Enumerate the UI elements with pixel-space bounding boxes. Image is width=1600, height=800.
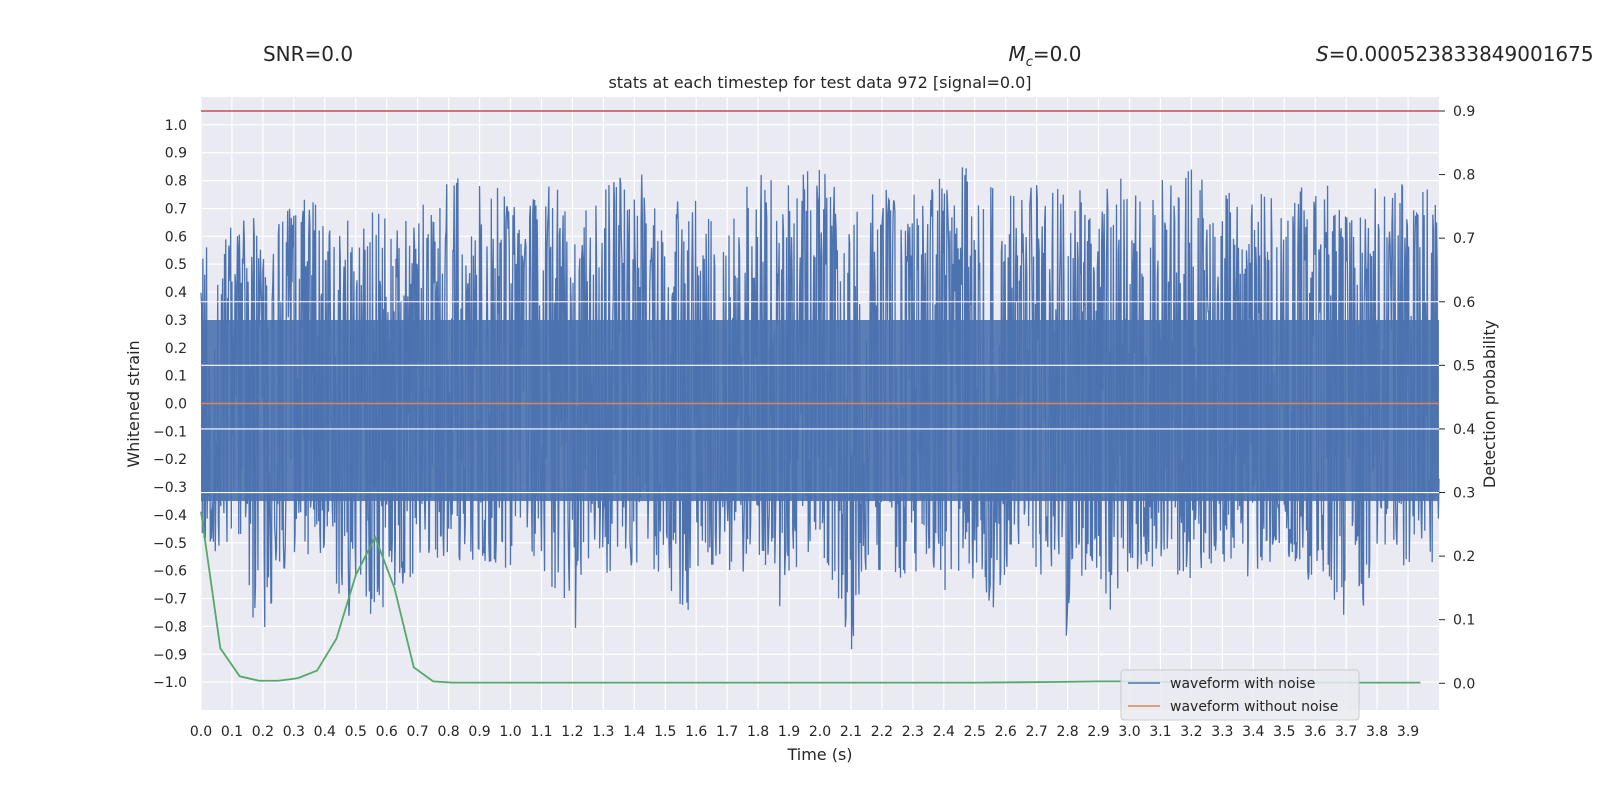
x-tick-label: 0.8	[437, 724, 459, 740]
y-left-tick-label: −0.2	[153, 452, 187, 468]
x-tick-label: 1.8	[747, 724, 769, 740]
x-tick-label: 2.5	[964, 724, 986, 740]
x-tick-label: 1.2	[561, 724, 583, 740]
y-left-tick-label: −0.6	[153, 564, 187, 580]
legend: waveform with noise waveform without noi…	[1120, 669, 1360, 721]
x-tick-label: 1.4	[623, 724, 645, 740]
y-left-tick-label: −0.8	[153, 619, 187, 635]
x-tick-label: 1.3	[592, 724, 614, 740]
x-tick-label: 2.0	[809, 724, 831, 740]
x-tick-label: 1.6	[685, 724, 707, 740]
y-left-tick-labels: 1.0 0.9 0.8 0.7 0.6 0.5 0.4 0.3 0.2 0.1 0.0 −0.1 −0.…	[153, 118, 187, 691]
x-tick-label: 0.9	[468, 724, 490, 740]
waveform-noise-core	[201, 319, 1439, 502]
x-tick-label: 1.5	[654, 724, 676, 740]
legend-label-clean: waveform without noise	[1170, 699, 1338, 715]
chirp-mass-label: Mc=0.0	[1009, 42, 1082, 70]
x-tick-label: 2.7	[1026, 724, 1048, 740]
x-tick-labels: 0.0 0.1 0.2 0.3 0.4 0.5 0.6 0.7 0.8 0.9 1.0 1.1 1.2 1…	[190, 724, 1419, 740]
x-tick-label: 0.3	[283, 724, 305, 740]
y-left-tick-label: 0.7	[165, 201, 187, 217]
x-tick-label: 0.7	[407, 724, 429, 740]
y-left-tick-label: 0.3	[165, 313, 187, 329]
y-left-tick-label: −0.4	[153, 508, 187, 524]
y-left-tick-label: −0.1	[153, 424, 187, 440]
y-left-tick-label: 0.0	[165, 397, 187, 413]
y-left-tick-label: −0.9	[153, 647, 187, 663]
chart-title: stats at each timestep for test data 972…	[608, 73, 1031, 92]
y-left-tick-label: 0.9	[165, 146, 187, 162]
y-right-tick-label: 0.7	[1453, 231, 1475, 247]
x-tick-label: 0.0	[190, 724, 212, 740]
x-tick-label: 3.9	[1397, 724, 1419, 740]
y-right-tick-label: 0.2	[1453, 549, 1475, 565]
y-right-tick-labels: 0.9 0.8 0.7 0.6 0.5 0.4 0.3 0.2 0.1 0.0	[1439, 104, 1475, 692]
legend-label-noise: waveform with noise	[1170, 676, 1315, 692]
x-tick-label: 2.3	[902, 724, 924, 740]
y-right-tick-label: 0.5	[1453, 358, 1475, 374]
y-right-tick-label: 0.6	[1453, 295, 1475, 311]
x-tick-label: 3.4	[1242, 724, 1264, 740]
y-left-tick-label: −0.7	[153, 592, 187, 608]
x-tick-label: 3.0	[1118, 724, 1140, 740]
x-tick-label: 0.4	[314, 724, 336, 740]
x-tick-label: 3.2	[1180, 724, 1202, 740]
y-left-tick-label: 0.2	[165, 341, 187, 357]
x-tick-label: 3.8	[1366, 724, 1388, 740]
x-tick-label: 0.6	[376, 724, 398, 740]
x-tick-label: 2.8	[1056, 724, 1078, 740]
x-tick-label: 0.1	[221, 724, 243, 740]
y-left-tick-label: 0.8	[165, 174, 187, 190]
y-left-tick-label: −0.3	[153, 480, 187, 496]
x-tick-label: 3.5	[1273, 724, 1295, 740]
x-tick-label: 1.7	[716, 724, 738, 740]
x-tick-label: 3.6	[1304, 724, 1326, 740]
series-layer	[200, 110, 1439, 684]
y-left-tick-label: −1.0	[153, 675, 187, 691]
x-tick-label: 2.2	[871, 724, 893, 740]
x-tick-label: 1.0	[499, 724, 521, 740]
y-right-tick-label: 0.4	[1453, 422, 1475, 438]
y-left-tick-label: 0.1	[165, 369, 187, 385]
y-left-tick-label: 1.0	[165, 118, 187, 134]
y-right-tick-label: 0.0	[1453, 676, 1475, 692]
x-tick-label: 1.1	[530, 724, 552, 740]
x-tick-label: 2.4	[933, 724, 955, 740]
x-tick-label: 2.9	[1087, 724, 1109, 740]
y-left-tick-label: 0.4	[165, 285, 187, 301]
x-tick-label: 3.7	[1335, 724, 1357, 740]
y-left-tick-label: 0.5	[165, 257, 187, 273]
y-left-tick-label: 0.6	[165, 229, 187, 245]
x-tick-label: 2.6	[995, 724, 1017, 740]
y-right-tick-label: 0.8	[1453, 168, 1475, 184]
x-tick-label: 0.5	[345, 724, 367, 740]
y-axis-left-label: Whitened strain	[124, 340, 143, 467]
y-right-tick-label: 0.3	[1453, 486, 1475, 502]
y-left-tick-label: −0.5	[153, 536, 187, 552]
y-right-tick-label: 0.9	[1453, 104, 1475, 120]
x-tick-label: 0.2	[252, 724, 274, 740]
x-tick-label: 3.3	[1211, 724, 1233, 740]
snr-label: SNR=0.0	[263, 42, 353, 66]
noise-waveform-layer	[200, 167, 1440, 650]
legend-box	[1120, 669, 1360, 721]
y-axis-right-label: Detection probability	[1480, 320, 1499, 488]
x-axis-label: Time (s)	[786, 745, 852, 764]
y-right-tick-label: 0.1	[1453, 613, 1475, 629]
x-tick-label: 1.9	[778, 724, 800, 740]
x-tick-label: 2.1	[840, 724, 862, 740]
x-tick-label: 3.1	[1149, 724, 1171, 740]
s-statistic-label: S=0.000523833849001675	[1316, 42, 1594, 66]
